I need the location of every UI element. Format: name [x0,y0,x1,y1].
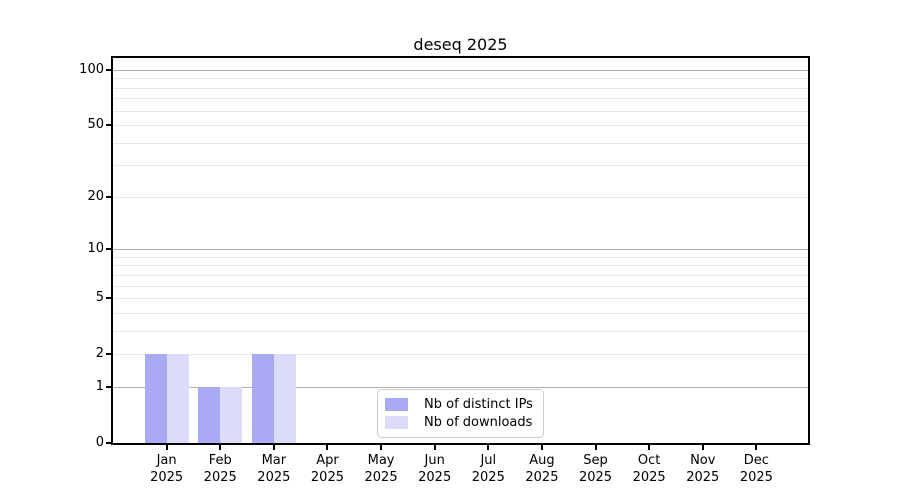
bar-downloads [273,354,296,443]
x-tick-label: Jul 2025 [471,453,505,485]
x-tick-label: May 2025 [364,453,398,485]
y-tick-label: 1 [95,378,104,394]
plot-area [111,56,810,445]
x-tick-mark [380,445,383,450]
x-tick-mark [487,445,490,450]
legend-swatch-downloads [385,416,408,429]
y-gridline-minor [113,256,808,258]
y-tick-mark [106,248,111,251]
y-tick-mark [106,442,111,444]
y-gridline-minor [113,312,808,314]
bar-distinct-ips [198,386,221,443]
x-tick-label: Dec 2025 [739,453,773,485]
x-tick-label: Mar 2025 [257,453,291,485]
legend: Nb of distinct IPs Nb of downloads [377,389,544,438]
y-gridline-minor [113,78,808,80]
x-tick-label: Aug 2025 [525,453,559,485]
y-gridline-minor [113,87,808,89]
y-tick-mark [106,385,111,388]
x-tick-mark [540,445,543,450]
x-tick-mark [648,445,651,450]
x-tick-mark [219,445,222,450]
chart-title: deseq 2025 [413,35,508,54]
y-tick-mark [106,124,111,127]
plot-canvas [113,58,808,443]
x-tick-mark [165,445,168,450]
x-tick-mark [433,445,436,450]
x-tick-label: Oct 2025 [632,453,666,485]
y-gridline-major [113,70,808,71]
y-gridline-minor [113,196,808,198]
y-gridline-minor [113,125,808,127]
y-tick-label: 10 [87,241,104,257]
y-tick-label: 20 [87,188,104,204]
y-tick-label: 50 [87,117,104,133]
legend-item: Nb of downloads [385,415,535,430]
y-gridline-minor [113,165,808,167]
x-tick-mark [594,445,597,450]
x-tick-mark [272,445,275,450]
x-tick-label: Nov 2025 [686,453,720,485]
bar-distinct-ips [251,354,274,443]
x-tick-label: Apr 2025 [310,453,344,485]
y-gridline-minor [113,330,808,332]
legend-item: Nb of distinct IPs [385,397,535,412]
y-tick-mark [106,353,111,356]
y-tick-label: 2 [95,346,104,362]
y-gridline-minor [113,98,808,100]
y-gridline-minor [113,354,808,356]
legend-swatch-distinct-ips [385,398,408,411]
y-tick-label: 100 [79,62,104,77]
x-tick-label: Jun 2025 [418,453,452,485]
x-tick-mark [755,445,758,450]
x-tick-label: Sep 2025 [578,453,613,485]
y-tick-mark [106,297,111,300]
y-tick-mark [106,69,111,71]
y-gridline-minor [113,142,808,144]
y-gridline-minor [113,110,808,112]
y-gridline-minor [113,285,808,287]
y-gridline-minor [113,298,808,300]
x-tick-label: Jan 2025 [150,453,184,485]
bar-distinct-ips [144,354,167,443]
legend-label-distinct-ips: Nb of distinct IPs [424,397,533,412]
y-gridline-major [113,249,808,251]
y-gridline-minor [113,265,808,267]
y-tick-mark [106,195,111,198]
y-tick-label: 5 [95,290,104,306]
x-tick-label: Feb 2025 [203,453,237,485]
legend-label-downloads: Nb of downloads [424,415,533,430]
bar-downloads [220,386,243,443]
x-tick-mark [326,445,329,450]
x-tick-mark [701,445,704,450]
y-gridline-major [113,386,808,388]
y-gridline-minor [113,274,808,276]
y-tick-label: 0 [95,435,104,450]
bar-downloads [166,354,189,443]
